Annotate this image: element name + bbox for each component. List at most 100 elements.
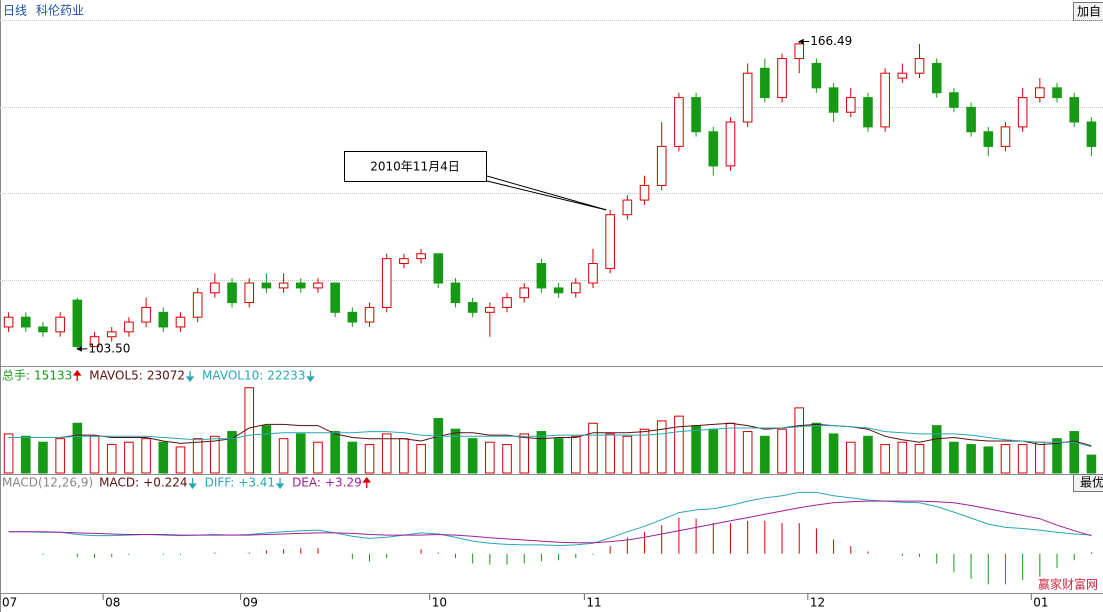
trend-arrow	[306, 371, 315, 383]
callout-box	[344, 151, 487, 182]
volume-bar	[38, 441, 48, 474]
candle-body	[1017, 97, 1028, 128]
callout-line	[486, 180, 607, 211]
macd-title: MACD(12,26,9)	[2, 476, 93, 490]
volume-bar	[588, 422, 598, 474]
candle-body	[914, 58, 925, 74]
date-label: 12	[810, 596, 825, 610]
volume-bar	[1017, 444, 1028, 474]
volume-bar	[828, 433, 839, 474]
dea-line	[8, 500, 1092, 544]
volume-bar	[708, 428, 719, 474]
volume-bar	[3, 433, 14, 474]
candle-body	[639, 184, 650, 201]
volume-bar	[880, 444, 890, 474]
button-label[interactable]: 加自	[1077, 5, 1101, 19]
candle-body	[1035, 87, 1045, 99]
candle-body	[880, 72, 890, 128]
volume-bar	[364, 444, 375, 474]
volume-bar	[570, 435, 581, 474]
high-label: 166.49	[810, 34, 852, 48]
candle-body	[433, 253, 444, 284]
volume-bar	[845, 441, 856, 474]
optimal-button[interactable]	[1073, 474, 1103, 492]
header-label: MAVOL10:	[202, 369, 263, 383]
candle-body	[691, 97, 701, 133]
mavol5-line	[8, 422, 1092, 447]
add-watchlist-button[interactable]	[1073, 2, 1103, 21]
volume-bar	[416, 444, 426, 474]
low-pointer	[76, 346, 88, 352]
volume-bar	[674, 415, 684, 474]
volume-bar	[399, 438, 409, 474]
volume-bar	[106, 444, 117, 474]
candle-body	[313, 282, 323, 289]
volume-bar	[777, 428, 787, 474]
candle-body	[295, 282, 306, 289]
trend-arrow	[275, 478, 285, 490]
candle-body	[966, 106, 976, 133]
volume-bar	[278, 438, 289, 474]
stock-name: 科伦药业	[36, 3, 84, 18]
candle-body	[89, 336, 100, 347]
mavol10-line	[8, 425, 1092, 448]
volume-bar	[467, 438, 478, 474]
date-label: 10	[432, 596, 447, 610]
date-label: 08	[105, 596, 120, 610]
candle-body	[1086, 121, 1097, 147]
callout-line	[486, 175, 607, 211]
header-label: MACD:	[99, 476, 139, 490]
volume-bar	[175, 446, 186, 474]
candle-body	[330, 282, 340, 313]
candle-body	[742, 72, 753, 123]
high-pointer	[798, 38, 810, 45]
candle-body	[364, 306, 375, 323]
volume-bar	[330, 431, 340, 474]
volume-bar	[966, 444, 976, 474]
volume-bar	[536, 431, 547, 474]
volume-bar	[1000, 444, 1011, 474]
volume-bar	[502, 444, 512, 474]
candle-body	[828, 87, 839, 113]
candle-body	[777, 58, 787, 99]
candle-body	[38, 326, 48, 333]
volume-bar	[89, 435, 100, 474]
volume-bar	[656, 420, 667, 474]
candle-body	[760, 67, 770, 99]
candle-body	[20, 316, 31, 328]
period-label: 日线	[3, 4, 27, 18]
volume-bar	[295, 433, 306, 474]
candle-body	[158, 311, 169, 328]
volume-bar	[1069, 431, 1080, 474]
volume-bar	[897, 441, 908, 474]
header-value: +3.41	[238, 476, 275, 490]
volume-bar	[20, 435, 31, 474]
volume-bar	[622, 435, 633, 474]
header-value: 15133	[34, 369, 72, 383]
candle-body	[622, 199, 633, 216]
volume-bar	[433, 418, 444, 474]
candle-body	[55, 316, 65, 333]
candle-body	[106, 331, 117, 338]
volume-bar	[605, 433, 615, 474]
candle-body	[192, 292, 203, 318]
candle-body	[845, 97, 856, 113]
callout-text: 2010年11月4日	[370, 160, 459, 174]
volume-bar	[691, 425, 701, 474]
volume-bar	[210, 435, 220, 474]
header-value: 22233	[267, 369, 305, 383]
button-label[interactable]: 最优	[1080, 476, 1103, 490]
candle-body	[485, 306, 495, 313]
header-label: DEA:	[292, 476, 321, 490]
candle-body	[244, 282, 255, 304]
candle-body	[1069, 97, 1080, 123]
candle-body	[949, 92, 959, 108]
header-label: 总手:	[2, 369, 30, 383]
candle-body	[897, 72, 908, 79]
candle-body	[72, 299, 83, 347]
candle-body	[399, 258, 409, 265]
candle-body	[3, 316, 14, 328]
date-label: 01	[1033, 596, 1048, 610]
